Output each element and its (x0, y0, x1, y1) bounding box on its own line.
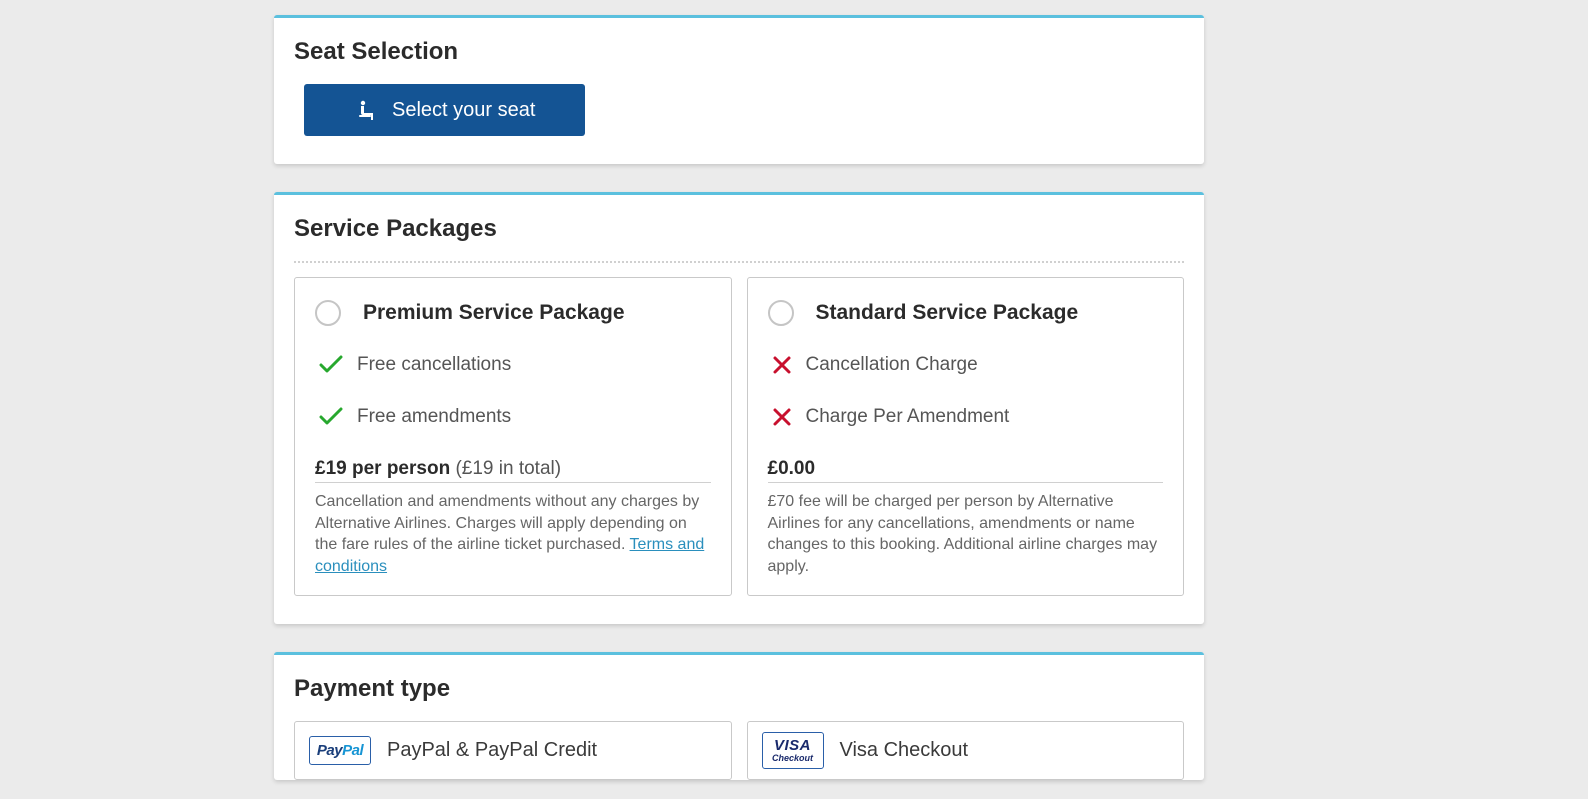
seat-selection-card: Seat Selection Select your seat (274, 15, 1204, 164)
paypal-logo-pay: Pay (317, 742, 342, 759)
standard-feature-2: Charge Per Amendment (806, 406, 1010, 428)
seat-icon (354, 98, 378, 122)
visa-logo-top: VISA (774, 738, 811, 753)
check-icon (319, 355, 343, 375)
standard-title: Standard Service Package (816, 301, 1079, 325)
standard-fine-print: £70 fee will be charged per person by Al… (768, 491, 1164, 577)
standard-price-bold: £0.00 (768, 458, 816, 479)
paypal-logo-pal: Pal (342, 742, 363, 759)
visa-checkout-option[interactable]: VISA Checkout Visa Checkout (747, 721, 1185, 780)
select-seat-label: Select your seat (392, 99, 535, 122)
premium-radio[interactable] (315, 300, 341, 326)
service-packages-card: Service Packages Premium Service Package… (274, 192, 1204, 624)
standard-radio[interactable] (768, 300, 794, 326)
cross-icon (772, 355, 792, 375)
check-icon (319, 407, 343, 427)
premium-package-box[interactable]: Premium Service Package Free cancellatio… (294, 277, 732, 596)
premium-feature-2: Free amendments (357, 406, 511, 428)
paypal-label: PayPal & PayPal Credit (387, 739, 597, 762)
visa-label: Visa Checkout (840, 739, 969, 762)
paypal-option[interactable]: PayPal PayPal & PayPal Credit (294, 721, 732, 780)
premium-title: Premium Service Package (363, 301, 625, 325)
seat-selection-title: Seat Selection (294, 38, 1184, 66)
payment-type-title: Payment type (294, 675, 1184, 703)
premium-feature-1: Free cancellations (357, 354, 511, 376)
standard-package-box[interactable]: Standard Service Package Cancellation Ch… (747, 277, 1185, 596)
service-packages-title: Service Packages (294, 215, 1184, 243)
visa-logo-bottom: Checkout (772, 753, 813, 763)
premium-price-bold: £19 per person (315, 458, 450, 479)
standard-price: £0.00 (768, 458, 1164, 483)
select-seat-button[interactable]: Select your seat (304, 84, 585, 136)
visa-logo: VISA Checkout (762, 732, 824, 769)
premium-price-light: (£19 in total) (450, 458, 561, 479)
divider (294, 261, 1184, 263)
premium-fine-print: Cancellation and amendments without any … (315, 491, 711, 577)
cross-icon (772, 407, 792, 427)
standard-feature-1: Cancellation Charge (806, 354, 978, 376)
paypal-logo: PayPal (309, 736, 371, 765)
premium-price: £19 per person (£19 in total) (315, 458, 711, 483)
payment-type-card: Payment type PayPal PayPal & PayPal Cred… (274, 652, 1204, 780)
